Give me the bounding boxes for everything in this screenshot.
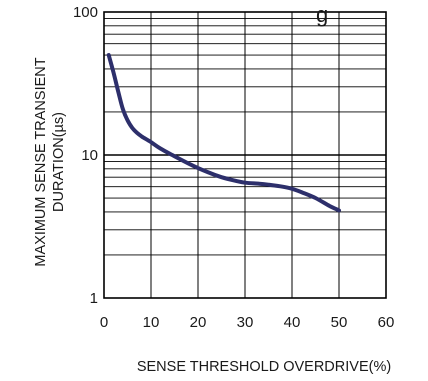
grid-lines: [104, 12, 386, 298]
y-axis-label-line1: MAXIMUM SENSE TRANSIENT: [33, 57, 49, 266]
x-tick-label: 20: [190, 314, 207, 331]
y-tick-labels: 1 10 100: [73, 4, 98, 307]
x-tick-label: 40: [284, 314, 301, 331]
y-axis-label-line2: DURATION(µs): [51, 112, 67, 212]
y-tick-label: 1: [90, 290, 98, 307]
y-tick-label: 100: [73, 4, 98, 21]
x-tick-label: 0: [100, 314, 108, 331]
x-tick-label: 10: [143, 314, 160, 331]
y-tick-label: 10: [81, 147, 98, 164]
x-tick-label: 60: [378, 314, 395, 331]
x-tick-label: 50: [331, 314, 348, 331]
x-tick-label: 30: [237, 314, 254, 331]
series-line: [106, 53, 341, 213]
x-axis-label: SENSE THRESHOLD OVERDRIVE(%): [137, 359, 391, 375]
chart-title-fragment: g: [316, 2, 328, 27]
x-tick-labels: 0 10 20 30 40 50 60: [100, 314, 395, 331]
series-layer: [106, 53, 341, 213]
plot-frame: [103, 11, 387, 299]
